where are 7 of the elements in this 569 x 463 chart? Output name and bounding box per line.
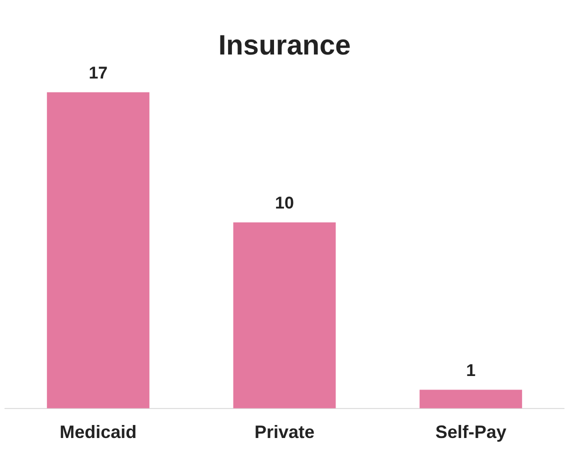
x-tick-label: Self-Pay: [435, 422, 506, 442]
x-tick-label: Private: [254, 422, 315, 442]
x-tick-label: Medicaid: [60, 422, 137, 442]
data-label: 1: [466, 360, 476, 380]
chart-title: Insurance: [218, 30, 351, 61]
data-label: 10: [275, 194, 294, 213]
data-label: 17: [88, 63, 108, 82]
